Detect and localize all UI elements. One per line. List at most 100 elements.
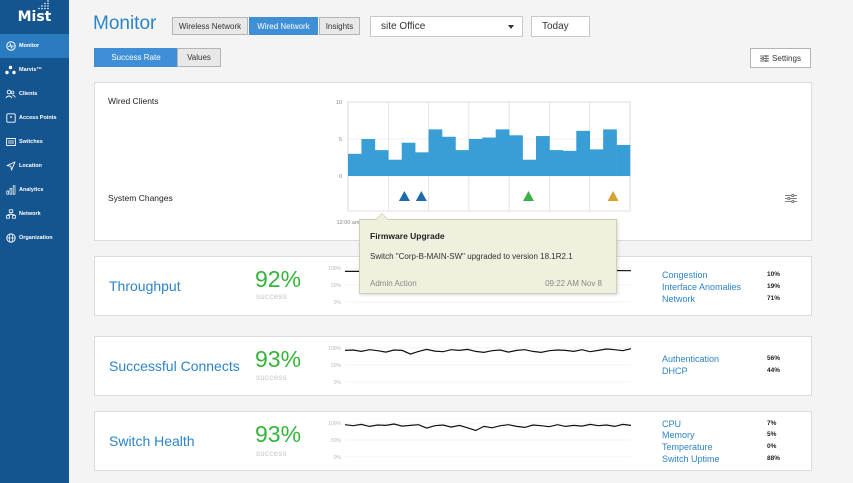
wired-clients-bar bbox=[415, 152, 429, 176]
site-select[interactable]: site Office bbox=[370, 16, 523, 37]
logo-dots-icon bbox=[37, 0, 49, 10]
wired-clients-bar bbox=[522, 159, 537, 176]
tooltip-footer-right: 09:22 AM Nov 8 bbox=[545, 279, 602, 288]
sidebar-item-label: Marvis™ bbox=[19, 67, 42, 73]
monitor-icon bbox=[5, 41, 16, 52]
spark-tick-label: 100% bbox=[328, 421, 341, 427]
classifier-cpu[interactable]: CPU bbox=[662, 419, 682, 429]
wired-clients-bar bbox=[442, 136, 456, 176]
spark-tick-label: 100% bbox=[328, 266, 341, 272]
sidebar-item-marvis[interactable]: Marvis™ bbox=[0, 58, 69, 82]
x-tick-label: 12:00 am bbox=[337, 220, 360, 226]
sidebar-item-organization[interactable]: Organization bbox=[0, 226, 69, 250]
wired-clients-bar bbox=[576, 130, 591, 176]
spark-tick-label: 100% bbox=[328, 346, 341, 352]
settings-button[interactable]: Settings bbox=[750, 48, 811, 68]
switch-health-card[interactable]: Switch Health 93% success 100% 50% 0% CPU … bbox=[94, 411, 812, 471]
analytics-icon bbox=[5, 185, 16, 196]
wired-clients-bar bbox=[509, 135, 523, 176]
values-toggle[interactable]: Values bbox=[177, 48, 221, 67]
sidebar-item-network[interactable]: Network bbox=[0, 202, 69, 226]
success-rate-toggle[interactable]: Success Rate bbox=[94, 48, 178, 67]
sidebar-item-label: Switches bbox=[19, 139, 43, 145]
system-change-marker bbox=[607, 191, 619, 201]
sidebar-item-label: Access Points bbox=[19, 115, 57, 121]
switch-icon bbox=[5, 137, 16, 148]
classifier-temperature[interactable]: Temperature bbox=[662, 442, 713, 452]
classifier-congestion[interactable]: Congestion bbox=[662, 270, 708, 280]
classifier-authentication[interactable]: Authentication bbox=[662, 354, 720, 364]
system-change-marker bbox=[522, 191, 534, 201]
site-select-value: site Office bbox=[381, 21, 426, 32]
spark-tick-label: 0% bbox=[334, 380, 342, 386]
classifier-switch-uptime[interactable]: Switch Uptime bbox=[662, 454, 720, 464]
tab-insights[interactable]: Insights bbox=[319, 17, 360, 35]
spark-line bbox=[344, 348, 632, 355]
spark-tick-label: 0% bbox=[334, 455, 342, 461]
wired-clients-bar bbox=[348, 153, 362, 176]
metric-title: Successful Connects bbox=[109, 358, 240, 374]
tooltip-footer-left: Admin Action bbox=[370, 279, 417, 288]
classifier-memory[interactable]: Memory bbox=[662, 430, 695, 440]
sidebar-item-clients[interactable]: Clients bbox=[0, 82, 69, 106]
y-tick-label: 5 bbox=[339, 137, 342, 143]
metric-percent: 92% bbox=[255, 266, 302, 292]
sidebar-item-label: Analytics bbox=[19, 187, 44, 193]
wired-clients-bar bbox=[495, 129, 510, 176]
sidebar-item-label: Location bbox=[19, 163, 42, 169]
y-tick-label: 0 bbox=[339, 174, 342, 180]
spark-line bbox=[344, 423, 632, 432]
tab-wired-network[interactable]: Wired Network bbox=[249, 17, 318, 35]
y-tick-label: 10 bbox=[336, 100, 342, 106]
spark-tick-label: 0% bbox=[334, 300, 342, 306]
classifier-dhcp-value: 44% bbox=[767, 367, 781, 374]
classifier-temperature-value: 0% bbox=[767, 443, 777, 450]
switch-health-sparkline[interactable]: 100% 50% 0% bbox=[323, 420, 633, 466]
settings-label: Settings bbox=[772, 53, 801, 63]
sidebar-item-switches[interactable]: Switches bbox=[0, 130, 69, 154]
classifier-network[interactable]: Network bbox=[662, 294, 696, 304]
wired-clients-bar bbox=[616, 144, 631, 176]
spark-tick-label: 50% bbox=[331, 283, 342, 289]
tooltip-title: Firmware Upgrade bbox=[370, 231, 445, 241]
classifier-memory-value: 5% bbox=[767, 431, 777, 438]
wired-clients-bar bbox=[468, 139, 483, 176]
classifier-cpu-value: 7% bbox=[767, 420, 777, 427]
system-change-marker bbox=[415, 191, 427, 201]
successful-connects-sparkline[interactable]: 100% 50% 0% bbox=[323, 345, 633, 391]
wired-clients-bar bbox=[603, 129, 617, 176]
caret-down-icon bbox=[508, 25, 514, 29]
successful-connects-card[interactable]: Successful Connects 93% success 100% 50% 0… bbox=[94, 336, 812, 396]
page-title: Monitor bbox=[93, 13, 157, 34]
classifier-congestion-value: 10% bbox=[767, 271, 781, 278]
metric-success-label: success bbox=[256, 292, 287, 301]
tab-wireless-network[interactable]: Wireless Network bbox=[172, 17, 248, 35]
sidebar-item-label: Network bbox=[19, 211, 41, 217]
wired-clients-bar bbox=[482, 137, 497, 176]
classifier-dhcp[interactable]: DHCP bbox=[662, 366, 688, 376]
sidebar-item-location[interactable]: Location bbox=[0, 154, 69, 178]
sidebar-item-access-points[interactable]: Access Points bbox=[0, 106, 69, 130]
wired-clients-bar bbox=[562, 150, 577, 176]
event-tooltip: Firmware Upgrade Switch "Corp-B-MAIN-SW"… bbox=[359, 213, 617, 294]
classifier-interface-anomalies[interactable]: Interface Anomalies bbox=[662, 282, 742, 292]
system-change-marker bbox=[398, 191, 410, 201]
metric-title: Switch Health bbox=[109, 433, 195, 449]
network-icon bbox=[5, 209, 16, 220]
timeline-card: Wired Clients System Changes 10 5 0 12:00 a… bbox=[94, 82, 812, 241]
spark-tick-label: 50% bbox=[331, 438, 342, 444]
metric-percent: 93% bbox=[255, 421, 302, 447]
sidebar: Mist Monitor Marvis™ Clients Access Poin… bbox=[0, 0, 69, 483]
chart-settings-icon[interactable] bbox=[785, 194, 797, 203]
wired-clients-bar bbox=[549, 150, 564, 176]
classifier-network-value: 71% bbox=[767, 295, 781, 302]
mist-logo[interactable]: Mist bbox=[0, 0, 69, 34]
sidebar-item-analytics[interactable]: Analytics bbox=[0, 178, 69, 202]
sidebar-item-monitor[interactable]: Monitor bbox=[0, 34, 69, 58]
classifier-authentication-value: 56% bbox=[767, 355, 781, 362]
time-select[interactable]: Today bbox=[531, 16, 590, 37]
wired-clients-bar bbox=[361, 139, 376, 176]
sidebar-item-label: Organization bbox=[19, 235, 53, 241]
sidebar-item-label: Monitor bbox=[19, 43, 40, 49]
